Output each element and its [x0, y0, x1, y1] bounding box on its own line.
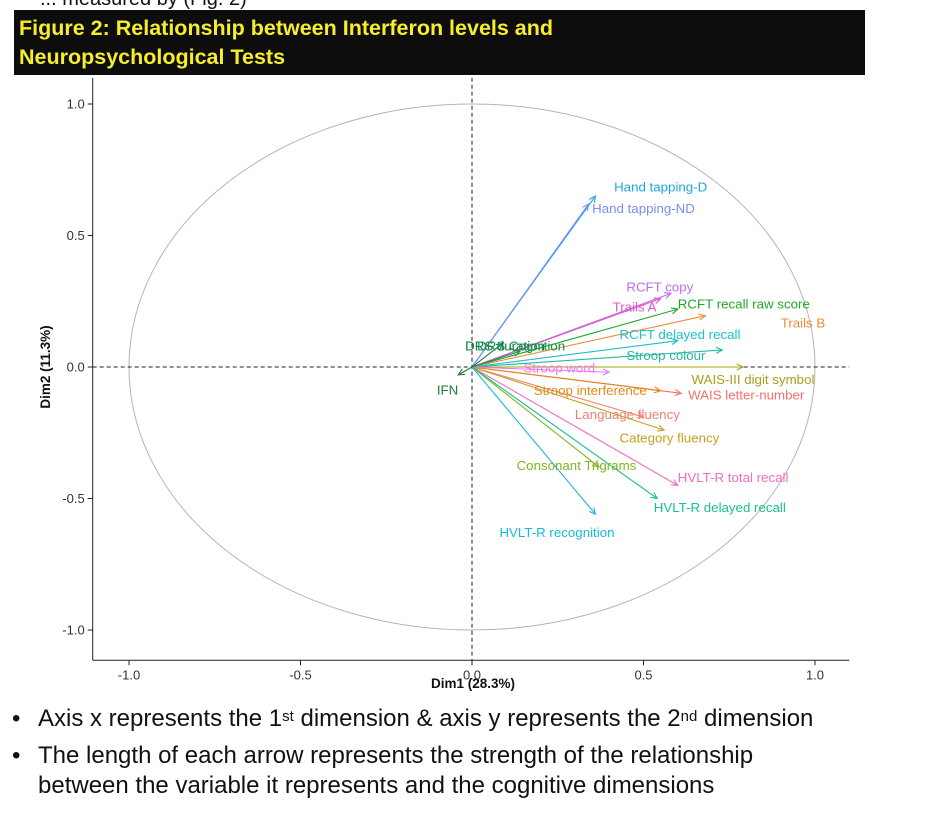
arrow-drs-duration	[471, 342, 504, 368]
arrow-trails-b	[471, 313, 707, 368]
y-tick-label: -1.0	[62, 623, 84, 638]
bullet-dot: •	[12, 742, 21, 769]
variable-label-trails-b: Trails B	[781, 315, 826, 330]
x-tick-label: -1.0	[118, 667, 140, 682]
y-tick-label: -0.5	[62, 491, 84, 506]
superscript: nd	[680, 708, 698, 725]
figure-title-line2: Neuropsychological Tests	[19, 44, 286, 69]
arrows-layer	[457, 195, 745, 516]
variable-label-ifn: IFN	[437, 383, 458, 398]
variable-label-stroop-colour: Stroop colour	[626, 348, 706, 363]
arrow-stroop-word	[471, 366, 611, 376]
variable-label-stroop-interference: Stroop interference	[534, 383, 647, 398]
bullet-text: dimension & axis y represents the 2	[293, 705, 681, 732]
arrow-consonant-trigrams	[471, 366, 600, 468]
variable-label-stroop-word: Stroop word	[523, 360, 595, 375]
x-tick-label: 0.5	[634, 667, 652, 682]
bullet-text: Axis x represents the 1	[38, 705, 283, 732]
bullet-dot: •	[12, 705, 21, 732]
variable-label-category-fluency: Category fluency	[619, 431, 719, 446]
variable-label-hand-tapping-nd: Hand tapping-ND	[592, 201, 695, 216]
partial-previous-text: ... measured by (Fig. 2)	[0, 0, 943, 10]
bullet-item-axes: • Axis x represents the 1st dimension & a…	[12, 704, 937, 734]
x-axis-label: Dim1 (28.3%)	[431, 676, 515, 691]
variable-label-drs-duration: DRS duration	[465, 338, 545, 353]
arrow-hand-tapping-nd	[471, 202, 590, 368]
bullet-item-arrow-length: • The length of each arrow represents the…	[12, 741, 937, 801]
bullet-text: The length of each arrow represents the …	[38, 742, 754, 769]
variable-label-hand-tapping-d: Hand tapping-D	[614, 179, 707, 194]
y-tick-label: 1.0	[67, 97, 85, 112]
y-tick-label: 0.5	[67, 228, 85, 243]
x-tick-label: 0.0	[463, 667, 481, 682]
y-tick-label: 0.0	[67, 360, 85, 375]
arrow-hvlt-r-delayed-recall	[471, 366, 659, 500]
x-tick-label: -0.5	[289, 667, 311, 682]
variable-label-drs-cognition: DRS Cognition	[477, 338, 565, 353]
variable-label-trails-a: Trails A	[613, 300, 657, 315]
variable-label-language-fluency: Language fluency	[575, 407, 680, 422]
x-tick-label: 1.0	[806, 667, 824, 682]
y-axis-label: Dim2 (11.3%)	[38, 325, 53, 408]
figure-title-line1: Figure 2: Relationship between Interfero…	[19, 16, 554, 40]
arrow-stroop-colour	[471, 346, 724, 368]
arrow-language-fluency	[471, 366, 645, 419]
bullet-text: dimension	[697, 705, 814, 732]
variable-label-rcft-delayed-recall: RCFT delayed recall	[619, 327, 740, 342]
arrow-hvlt-r-recognition	[471, 366, 597, 516]
bullet-text: between the variable it represents and t…	[38, 772, 715, 799]
variable-label-wais-letter-number: WAIS letter-number	[688, 388, 805, 403]
pca-chart: -1.0 -0.5 0.0 0.5 1.0 -1.0 -0.5 0.0 0.5 1.0 Hand …	[38, 77, 850, 691]
variable-label-consonant-trigrams: Consonant Trigrams	[517, 458, 637, 473]
figure-title-box: Figure 2: Relationship between Interfero…	[14, 10, 865, 75]
arrow-hvlt-r-total-recall	[471, 366, 679, 486]
variable-label-wais-iii-digit-symbol: WAIS-III digit symbol	[692, 372, 815, 387]
variable-label-hvlt-r-delayed-recall: HVLT-R delayed recall	[654, 500, 786, 515]
arrow-drs-cognition	[471, 349, 522, 368]
partial-text: ... measured by (Fig. 2)	[40, 0, 247, 10]
superscript: st	[282, 708, 294, 725]
arrow-trails-a	[471, 297, 662, 368]
arrow-stroop-interference	[471, 366, 662, 394]
variable-label-rcft-copy: RCFT copy	[626, 279, 693, 294]
variable-label-rcft-recall-raw-score: RCFT recall raw score	[678, 296, 810, 311]
variable-label-hvlt-r-recognition: HVLT-R recognition	[499, 525, 614, 540]
variable-label-hvlt-r-total-recall: HVLT-R total recall	[678, 470, 789, 485]
labels-layer: Hand tapping-D Hand tapping-ND RCFT copy Tr…	[437, 179, 826, 540]
bullet-list: • Axis x represents the 1st dimension & a…	[12, 704, 937, 808]
arrow-category-fluency	[471, 366, 666, 432]
arrow-rcft-delayed-recall	[471, 337, 680, 368]
arrow-wais-iii-digit-symbol	[472, 363, 745, 371]
arrow-rcft-recall-raw-score	[471, 307, 680, 368]
arrow-ifn	[457, 366, 473, 376]
